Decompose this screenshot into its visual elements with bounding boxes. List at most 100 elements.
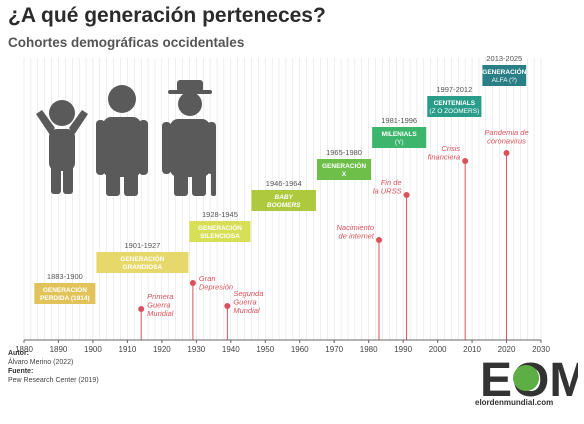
x-tick-label: 1890 xyxy=(50,345,68,354)
generation-bar xyxy=(372,127,427,148)
generation-label: BABY xyxy=(275,194,294,201)
generation-label: (Z O ZOOMERS) xyxy=(429,108,479,115)
generation-label: GENERACIÓN xyxy=(322,161,366,170)
event-label: la URSS xyxy=(373,187,402,196)
generation-label: (Y) xyxy=(395,139,404,146)
event-label: Segunda xyxy=(233,289,263,298)
event-label: Nacimiento xyxy=(336,223,374,232)
generation-box: MILENIALS(Y) 1981-1996 xyxy=(372,116,427,148)
generation-label: GENERACIÓN xyxy=(43,285,87,294)
event-label: Mundial xyxy=(147,309,174,318)
author-label: Autor: xyxy=(8,350,29,357)
generation-label: GENERACIÓN xyxy=(198,223,242,232)
event-label: Fin de xyxy=(381,178,402,187)
x-tick-label: 2010 xyxy=(463,345,481,354)
event-label: Guerra xyxy=(233,298,256,307)
generation-label: PERDIDA (1914) xyxy=(40,295,90,302)
generation-range-label: 1883-1900 xyxy=(47,272,83,281)
generation-range-label: 1901-1927 xyxy=(124,241,160,250)
source-name: Pew Research Center (2019) xyxy=(8,377,99,384)
event-dot xyxy=(224,303,231,309)
event-label: Primera xyxy=(147,292,173,301)
generation-range-label: 2013-2025 xyxy=(486,54,522,63)
x-tick-label: 1880 xyxy=(15,345,33,354)
generation-label: GENERACIÓN xyxy=(482,67,526,76)
event-dot xyxy=(376,237,383,243)
generation-label: CENTENIALS xyxy=(434,100,476,107)
generation-bar xyxy=(189,221,251,242)
event-dot xyxy=(138,306,145,312)
x-tick-label: 1960 xyxy=(291,345,309,354)
event-dot xyxy=(189,280,196,286)
people-figures-icon xyxy=(36,80,216,196)
x-tick-label: 1950 xyxy=(256,345,274,354)
source-label: Fuente: xyxy=(8,368,34,375)
footer: Autor: Álvaro Merino (2022) Fuente: Pew … xyxy=(8,349,99,385)
generation-box: CENTENIALS(Z O ZOOMERS) 1997-2012 xyxy=(427,85,482,117)
generation-bar xyxy=(251,190,316,211)
event-label: de internet xyxy=(339,232,375,241)
generation-label: X xyxy=(342,171,347,178)
events-layer: PrimeraGuerraMundialGranDepresiónSegunda… xyxy=(138,128,529,340)
generation-range-label: 1928-1945 xyxy=(202,210,238,219)
generation-bar xyxy=(96,252,189,273)
generation-label: MILENIALS xyxy=(382,131,418,138)
event-label: Crisis xyxy=(441,144,460,153)
event-label: Depresión xyxy=(199,283,233,292)
generation-bar xyxy=(316,159,372,180)
x-tick-label: 1980 xyxy=(360,345,378,354)
generation-range-label: 1981-1996 xyxy=(381,116,417,125)
generation-range-label: 1997-2012 xyxy=(436,85,472,94)
x-tick-label: 2030 xyxy=(532,345,550,354)
x-tick-label: 1900 xyxy=(84,345,102,354)
event-dot xyxy=(403,192,410,198)
x-axis: 1880 1890 1900 1910 1920 1930 1940 1950 1960 1970… xyxy=(15,339,550,354)
x-tick-label: 1930 xyxy=(187,345,205,354)
generation-bar xyxy=(482,65,527,86)
generation-bar xyxy=(427,96,482,117)
generation-range-label: 1946-1964 xyxy=(266,179,302,188)
event-label: Guerra xyxy=(147,301,170,310)
eom-logo: EOM xyxy=(480,354,578,407)
chart-subtitle: Cohortes demográficas occidentales xyxy=(8,35,245,50)
event-dot xyxy=(462,158,469,164)
event-label: Mundial xyxy=(233,306,260,315)
x-tick-label: 1910 xyxy=(119,345,137,354)
event-label: coronavirus xyxy=(487,137,526,146)
event-dot xyxy=(503,150,510,156)
event-label: financiera xyxy=(428,153,461,162)
generation-label: ALFA (?) xyxy=(492,77,517,84)
x-tick-label: 2000 xyxy=(429,345,447,354)
logo-site: elordenmundial.com xyxy=(475,398,554,407)
generation-bar xyxy=(34,283,96,304)
generation-label: SILENCIOSA xyxy=(200,233,240,240)
event-label: Gran xyxy=(199,274,216,283)
x-tick-label: 1990 xyxy=(394,345,412,354)
chart-title: ¿A qué generación perteneces? xyxy=(8,4,326,27)
generation-label: BOOMERS xyxy=(267,202,301,209)
author-name: Álvaro Merino (2022) xyxy=(8,359,74,366)
x-tick-label: 1970 xyxy=(325,345,343,354)
x-tick-label: 1920 xyxy=(153,345,171,354)
x-tick-label: 1940 xyxy=(222,345,240,354)
event-label: Pandemia de xyxy=(484,128,528,137)
generation-label: GENERACIÓN xyxy=(120,254,164,263)
generation-range-label: 1965-1980 xyxy=(326,148,362,157)
generation-label: GRANDIOSA xyxy=(123,264,163,271)
x-tick-label: 2020 xyxy=(498,345,516,354)
